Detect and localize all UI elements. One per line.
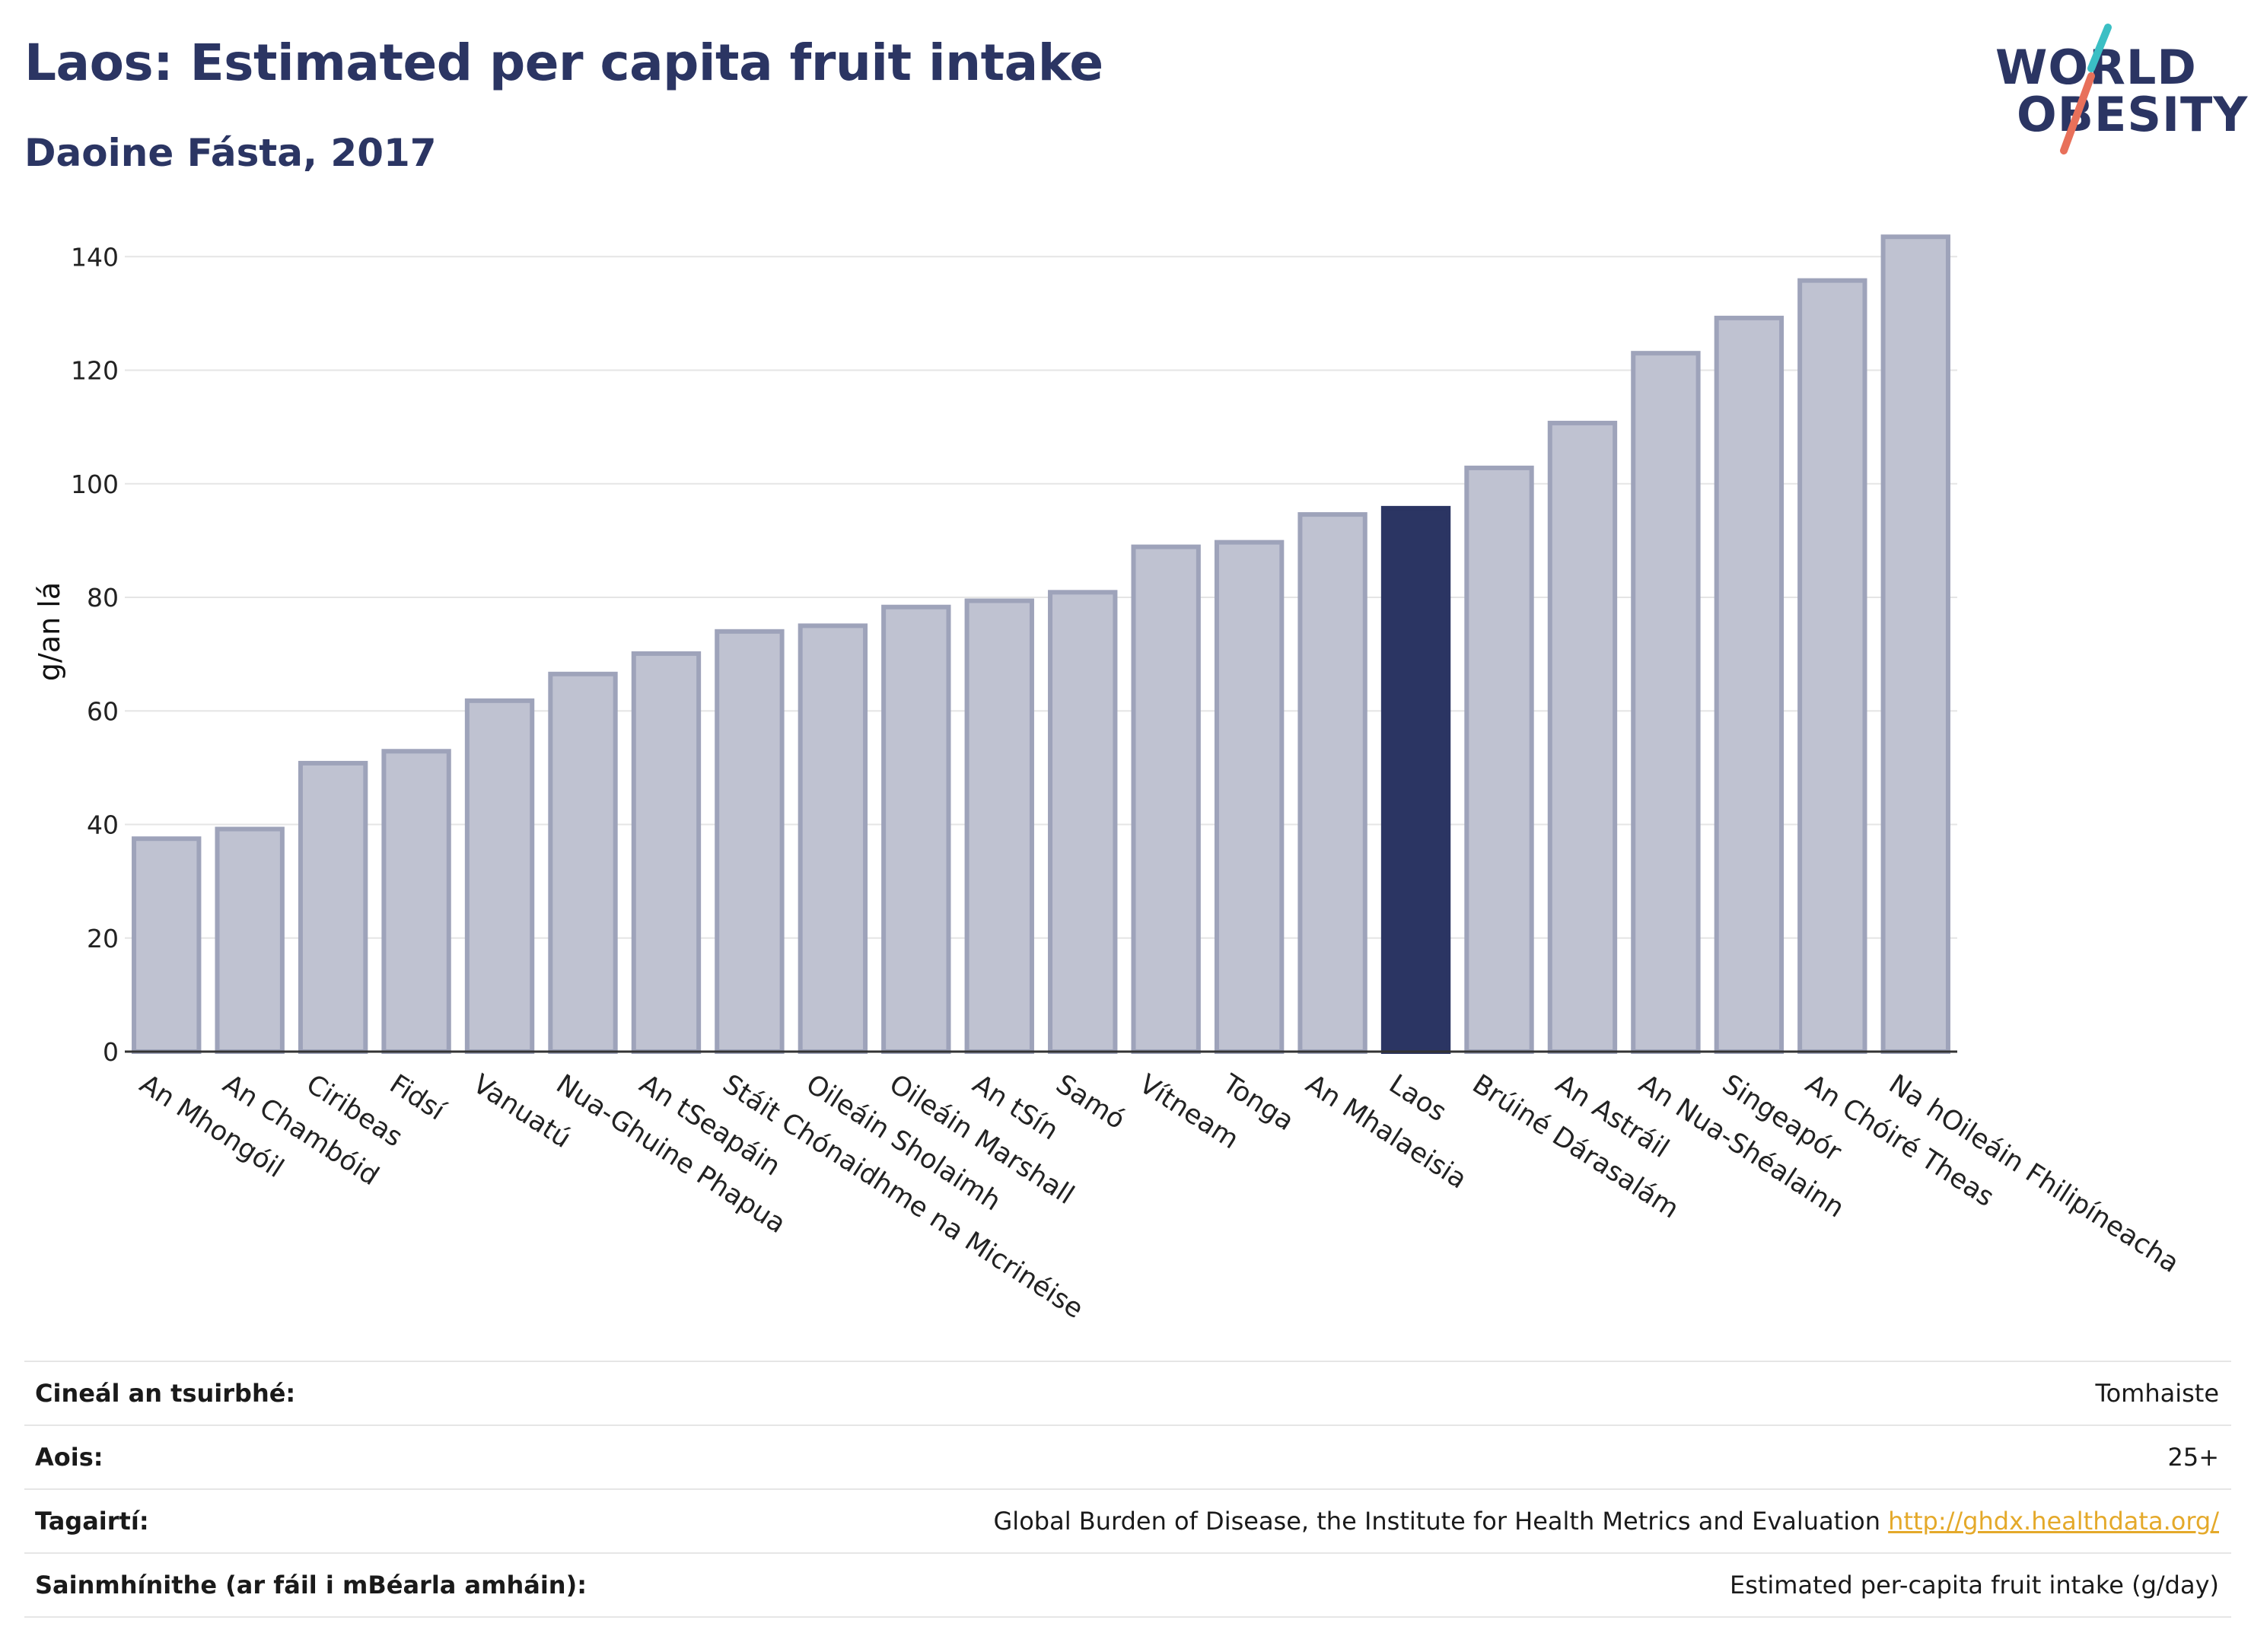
bar-12 xyxy=(1131,544,1201,1054)
metadata-value: 25+ xyxy=(2167,1443,2219,1472)
bar-16 xyxy=(1464,465,1534,1054)
bar-5 xyxy=(548,671,618,1054)
logo-word-2: OBESITY xyxy=(2017,87,2249,142)
metadata-key: Cineál an tsuirbhé: xyxy=(35,1379,296,1408)
logo-slash-icon xyxy=(2060,24,2112,154)
bar-3 xyxy=(381,749,451,1054)
reference-link[interactable]: http://ghdx.healthdata.org/ xyxy=(1888,1507,2219,1536)
bar-6 xyxy=(631,651,702,1054)
bar-15 xyxy=(1380,505,1451,1054)
y-tick-label: 80 xyxy=(87,583,119,613)
bar-2 xyxy=(298,760,368,1054)
metadata-key: Sainmhínithe (ar fáil i mBéarla amháin): xyxy=(35,1571,587,1599)
chart-subtitle: Daoine Fásta, 2017 xyxy=(24,131,437,175)
bar-14 xyxy=(1297,512,1367,1054)
y-axis-ticks: 0 20 40 60 80 100 120 140 xyxy=(71,242,119,1067)
x-tick-label: An Mhongóil xyxy=(134,1069,288,1184)
bar-7 xyxy=(715,629,785,1054)
bar-17 xyxy=(1547,420,1618,1054)
metadata-row: Tagairtí: Global Burden of Disease, the I… xyxy=(24,1488,2231,1552)
world-obesity-logo: WORLD OBESITY xyxy=(1979,21,2247,173)
metadata-row: Cineál an tsuirbhé: Tomhaiste xyxy=(24,1361,2231,1424)
metadata-row: Aois: 25+ xyxy=(24,1424,2231,1488)
y-tick-label: 140 xyxy=(71,242,119,272)
metadata-key: Tagairtí: xyxy=(35,1507,149,1536)
chart-title: Laos: Estimated per capita fruit intake xyxy=(24,33,1103,92)
metadata-table: Cineál an tsuirbhé: Tomhaiste Aois: 25+ Taga… xyxy=(24,1361,2231,1618)
metadata-key: Aois: xyxy=(35,1443,103,1472)
bar-19 xyxy=(1714,315,1785,1054)
y-tick-label: 20 xyxy=(87,924,119,953)
bar-18 xyxy=(1631,351,1701,1054)
bar-1 xyxy=(215,826,285,1055)
bar-10 xyxy=(964,598,1034,1054)
bar-20 xyxy=(1797,278,1867,1054)
metadata-value: Global Burden of Disease, the Institute … xyxy=(993,1507,2220,1536)
y-tick-label: 100 xyxy=(71,469,119,499)
bar-4 xyxy=(464,698,535,1054)
bar-0 xyxy=(132,836,202,1054)
y-tick-label: 120 xyxy=(71,356,119,386)
y-axis-label: g/an lá xyxy=(33,582,66,681)
y-tick-label: 40 xyxy=(87,810,119,840)
y-tick-label: 0 xyxy=(103,1037,119,1067)
bar-13 xyxy=(1214,540,1285,1054)
x-tick-label: Samó xyxy=(1050,1069,1130,1136)
bar-11 xyxy=(1048,590,1118,1054)
bar-8 xyxy=(798,623,868,1054)
metadata-value: Estimated per-capita fruit intake (g/day… xyxy=(1729,1571,2219,1599)
metadata-value: Tomhaiste xyxy=(2095,1379,2219,1408)
bar-9 xyxy=(881,604,951,1054)
bar-21 xyxy=(1880,234,1950,1054)
x-tick-label: An Mhalaeisia xyxy=(1301,1069,1473,1195)
y-tick-label: 60 xyxy=(87,696,119,726)
metadata-row: Sainmhínithe (ar fáil i mBéarla amháin):… xyxy=(24,1552,2231,1618)
bars xyxy=(132,234,1950,1055)
